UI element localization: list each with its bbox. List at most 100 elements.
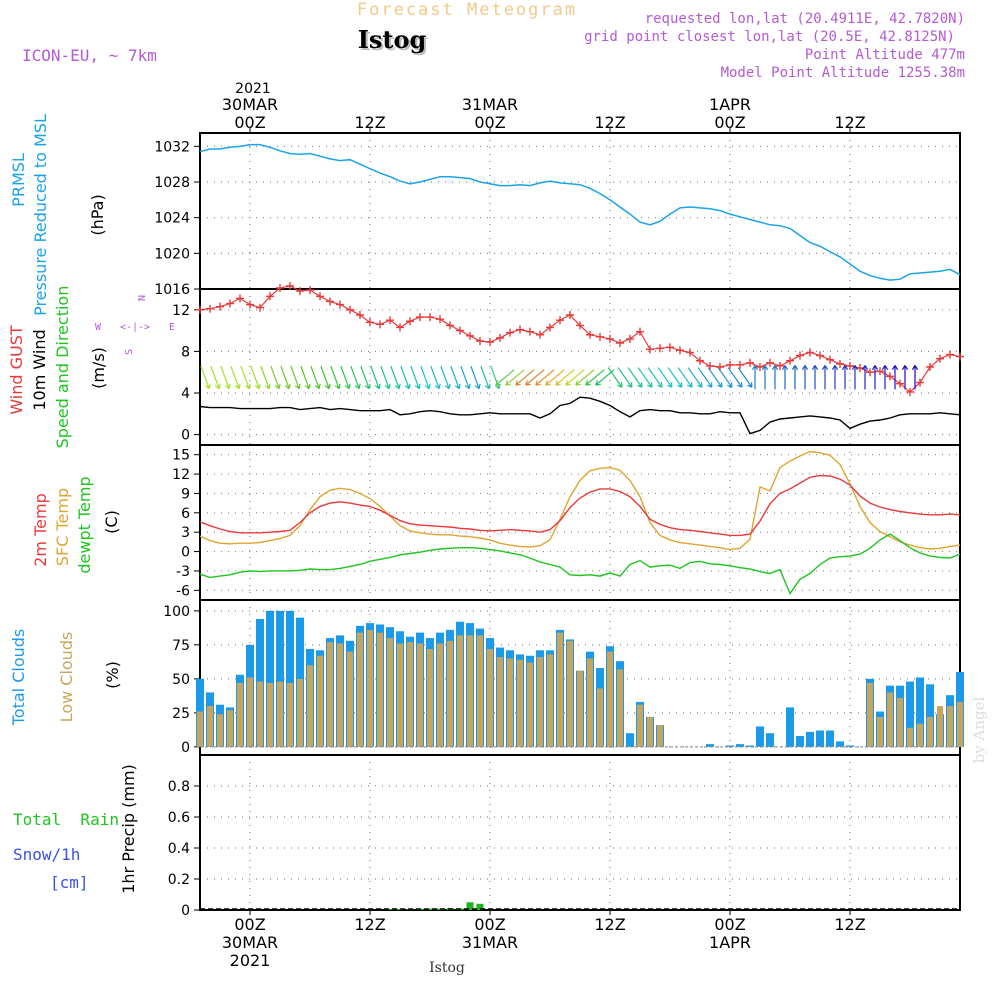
low-cloud-bar xyxy=(437,643,443,747)
wind-direction-arrow xyxy=(460,365,470,389)
wind-arrow-head xyxy=(444,383,451,390)
bottom-time-label: 12Z xyxy=(354,915,385,934)
wind-dir-label: Speed and Direction xyxy=(53,286,72,449)
gust-marker xyxy=(466,331,474,340)
wind-arrow-head xyxy=(687,382,693,388)
low-cloud-bar xyxy=(547,654,553,747)
total-cloud-bar xyxy=(706,744,714,747)
total-cloud-bar xyxy=(746,745,754,747)
wind-arrow-head xyxy=(891,365,899,370)
wind-direction-arrow xyxy=(480,365,490,389)
low-cloud-bar xyxy=(637,704,643,747)
bottom-time-label: 12Z xyxy=(834,915,865,934)
y-tick-label: 0.2 xyxy=(168,872,190,888)
y-tick-label: 0 xyxy=(181,740,190,756)
wind-direction-arrow xyxy=(515,369,535,386)
total-cloud-bar xyxy=(736,744,744,747)
wind-direction-arrow xyxy=(707,367,723,388)
gust-marker xyxy=(806,348,814,357)
wind-direction-arrow xyxy=(555,369,575,386)
wind-arrow-head xyxy=(234,383,241,390)
wind-direction-arrow xyxy=(657,367,673,388)
wind-arrow-head xyxy=(821,365,829,370)
wind-arrow-head xyxy=(727,382,733,388)
y-tick-label: 25 xyxy=(172,706,190,722)
gust-marker xyxy=(296,287,304,296)
wind-arrow-head xyxy=(474,383,481,390)
y-tick-label: 0 xyxy=(181,903,190,919)
compass-arrows: <-|-> xyxy=(120,322,150,333)
gust-marker xyxy=(206,304,214,313)
wind-direction-arrow xyxy=(420,365,430,389)
total-cloud-bar xyxy=(766,733,774,747)
low-cloud-bar xyxy=(277,681,283,747)
gust-marker xyxy=(896,379,904,388)
gust-marker xyxy=(396,323,404,332)
top-time-label: 00Z xyxy=(474,113,505,132)
wind-direction-arrow xyxy=(240,365,250,389)
wind-direction-arrow xyxy=(290,365,300,389)
wind-direction-arrow xyxy=(320,365,330,389)
total-cloud-bar xyxy=(726,745,734,747)
model-altitude: Model Point Altitude 1255.38m xyxy=(721,65,965,81)
wind-arrow-head xyxy=(647,382,653,388)
wind-arrow-head xyxy=(384,383,391,390)
low-cloud-bar xyxy=(197,711,203,747)
wind-direction-arrow xyxy=(637,367,653,388)
gust-marker xyxy=(796,351,804,360)
gust-marker xyxy=(616,339,624,348)
wind-direction-arrow xyxy=(495,369,515,386)
panel-frame xyxy=(199,444,961,601)
wind-arrow-head xyxy=(585,380,591,386)
compass-west: W xyxy=(95,322,102,333)
gust-marker xyxy=(656,344,664,353)
total-cloud-bar xyxy=(926,684,934,747)
wind-arrow-head xyxy=(657,382,663,388)
wind-arrow-head xyxy=(751,365,759,370)
gust-marker xyxy=(926,363,934,371)
gust-marker xyxy=(946,350,954,359)
low-cloud-bar xyxy=(597,688,603,747)
compass-north: N xyxy=(135,295,146,301)
low-cloud-bar xyxy=(917,723,923,747)
bottom-time-label: 2021 xyxy=(230,951,271,970)
wind-arrow-head xyxy=(244,383,251,390)
t2m-line xyxy=(199,474,961,537)
gust-marker xyxy=(856,364,864,373)
gust-marker xyxy=(956,352,964,361)
wind-direction-arrow xyxy=(280,365,290,389)
low-cloud-bar xyxy=(897,697,903,747)
low-cloud-bar xyxy=(657,725,663,747)
total-cloud-bar xyxy=(846,745,854,747)
wind-gust-label: Wind GUST xyxy=(7,325,26,415)
gust-marker xyxy=(196,305,204,314)
total-cloud-bar xyxy=(836,741,844,747)
wind-direction-arrow xyxy=(627,367,643,388)
pressure-unit: (hPa) xyxy=(88,194,107,235)
low-clouds-label: Low Clouds xyxy=(57,632,76,723)
wind-arrow-head xyxy=(747,382,753,388)
bottom-time-label: 1APR xyxy=(709,933,751,952)
gust-marker xyxy=(646,345,654,354)
gust-marker xyxy=(346,305,354,314)
dewpoint-label: dewpt Temp xyxy=(75,476,94,573)
top-year: 2021 xyxy=(235,81,271,97)
top-time-label: 12Z xyxy=(834,113,865,132)
rain-bar xyxy=(386,909,394,910)
low-cloud-bar xyxy=(377,632,383,747)
gust-marker xyxy=(256,303,264,312)
wind-direction-arrow xyxy=(525,369,545,386)
y-tick-label: 0.4 xyxy=(168,841,190,857)
gust-marker xyxy=(636,327,644,336)
gust-marker xyxy=(336,300,344,309)
gust-marker xyxy=(286,281,294,290)
gust-marker xyxy=(356,311,364,319)
y-tick-label: 1024 xyxy=(154,211,190,227)
gust-marker xyxy=(876,367,884,376)
gust-marker xyxy=(366,318,374,327)
wind-panel-labels: Wind GUST 10m Wind Speed and Direction (… xyxy=(7,286,175,449)
wind-arrow-head xyxy=(404,383,411,390)
low-cloud-bar xyxy=(457,635,463,747)
gust-marker xyxy=(816,351,824,360)
